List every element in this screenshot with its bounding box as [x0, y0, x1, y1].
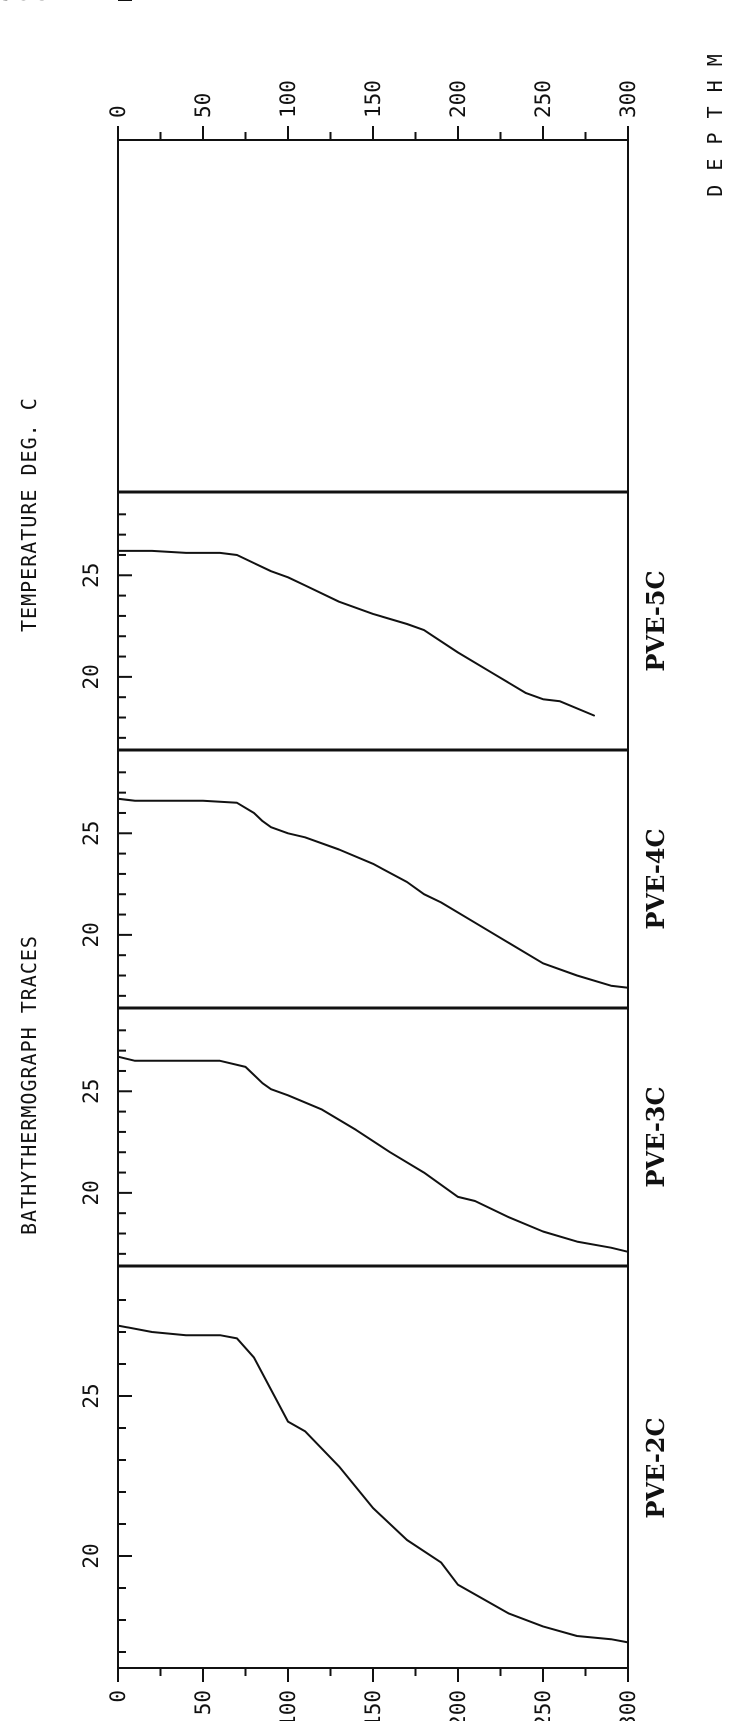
bottom-depth-label-100: 100 [276, 1690, 300, 1721]
top-depth-label-0: 0 [106, 105, 130, 118]
cast-label-PVE-5C: PVE-5C [641, 570, 670, 671]
x-axis-label: TEMPERATURE DEG. C [17, 397, 41, 632]
bottom-depth-label-250: 250 [531, 1690, 555, 1721]
top-depth-label-50: 50 [191, 93, 215, 118]
temp-label-PVE-2C-25: 25 [79, 1383, 103, 1408]
bottom-depth-label-150: 150 [361, 1690, 385, 1721]
temp-label-PVE-3C-20: 20 [79, 1180, 103, 1205]
bottom-depth-label-0: 0 [106, 1690, 130, 1703]
top-depth-label-300: 300 [616, 80, 640, 118]
top-depth-label-150: 150 [361, 80, 385, 118]
chart-title: BATHYTHERMOGRAPH TRACES [17, 935, 41, 1235]
bottom-depth-label-50: 50 [191, 1690, 215, 1715]
depth-axis-label: D E P T H M [703, 53, 727, 196]
top-depth-label-250: 250 [531, 80, 555, 118]
temp-label-PVE-5C-20: 20 [79, 664, 103, 689]
cast-label-PVE-2C: PVE-2C [641, 1417, 670, 1518]
plot-frame [117, 139, 629, 1669]
top-depth-label-100: 100 [276, 80, 300, 118]
temp-label-PVE-3C-25: 25 [79, 1079, 103, 1104]
temp-label-PVE-6C-20: 20 [0, 0, 13, 5]
cast-label-PVE-3C: PVE-3C [641, 1086, 670, 1187]
bottom-depth-label-200: 200 [446, 1690, 470, 1721]
temp-label-PVE-4C-20: 20 [79, 922, 103, 947]
temp-label-PVE-6C-25: 25 [0, 0, 13, 5]
trace-PVE-2C [117, 1324, 629, 1644]
temp-label-PVE-5C-25: 25 [79, 563, 103, 588]
temp-label-PVE-4C-25: 25 [79, 821, 103, 846]
top-depth-label-200: 200 [446, 80, 470, 118]
trace-PVE-3C [117, 1055, 629, 1253]
trace-PVE-5C [117, 549, 595, 717]
bottom-depth-label-300: 300 [616, 1690, 640, 1721]
temp-label-PVE-2C-20: 20 [79, 1543, 103, 1568]
trace-PVE-4C [117, 797, 629, 989]
cast-label-PVE-6C: PVE-6C [0, 0, 51, 6]
cast-label-PVE-4C: PVE-4C [641, 828, 670, 929]
